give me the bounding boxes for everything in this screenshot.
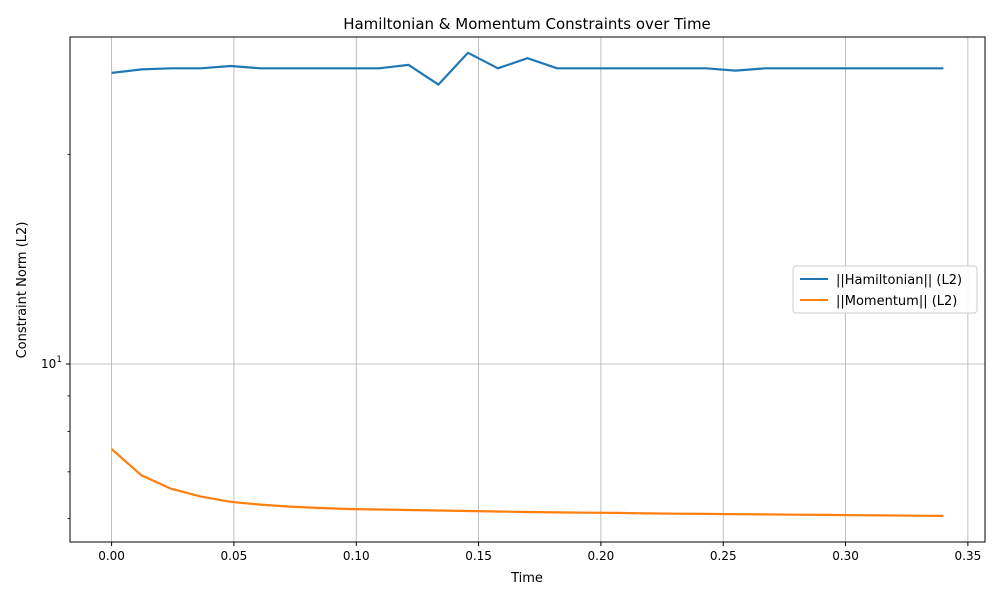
x-tick-label: 0.30	[832, 549, 859, 563]
x-axis-label: Time	[510, 571, 543, 586]
legend-label-hamiltonian: ||Hamiltonian|| (L2)	[836, 273, 962, 288]
x-tick-label: 0.25	[710, 549, 737, 563]
x-axis-ticks: 0.00 0.05 0.10 0.15 0.20 0.25 0.30 0.35	[98, 542, 981, 563]
x-tick-label: 0.10	[343, 549, 370, 563]
series-line-hamiltonian	[111, 51, 944, 86]
legend-box	[792, 265, 978, 314]
chart-title: Hamiltonian & Momentum Constraints over …	[343, 15, 711, 33]
plot-frame	[69, 36, 986, 543]
x-tick-label: 0.05	[221, 549, 248, 563]
y-axis-ticks: 101	[41, 154, 70, 519]
x-tick-label: 0.00	[98, 549, 125, 563]
series-layer	[110, 51, 944, 517]
series-line-momentum	[110, 448, 944, 517]
legend: ||Hamiltonian|| (L2) ||Momentum|| (L2)	[792, 265, 978, 314]
x-tick-label: 0.15	[465, 549, 492, 563]
y-tick-label: 101	[41, 355, 62, 371]
x-tick-label: 0.35	[955, 549, 982, 563]
grid-layer	[70, 37, 985, 542]
legend-label-momentum: ||Momentum|| (L2)	[836, 294, 957, 309]
x-tick-label: 0.20	[588, 549, 615, 563]
y-axis-label: Constraint Norm (L2)	[15, 222, 30, 359]
